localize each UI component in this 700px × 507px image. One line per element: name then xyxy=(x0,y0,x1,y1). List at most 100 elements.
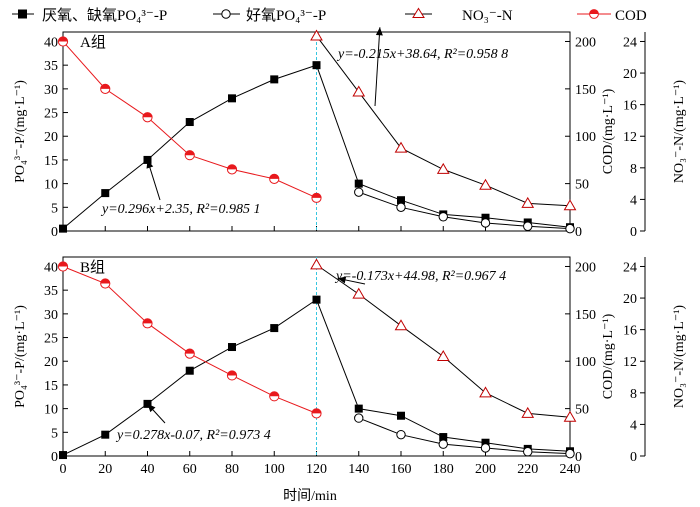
x-tick-label: 80 xyxy=(225,462,239,477)
no3-y-tick-label: 24 xyxy=(623,260,637,275)
data-point-cod xyxy=(57,261,69,272)
no3-y-tick-label: 12 xyxy=(623,355,637,370)
data-point-square xyxy=(270,324,279,333)
data-point-circle xyxy=(438,439,448,449)
legend-label-cod: COD xyxy=(615,8,647,24)
annotation-arrowhead xyxy=(147,403,156,413)
left-y-tick-label: 35 xyxy=(44,59,58,74)
data-point-circle xyxy=(523,447,533,457)
data-point-triangle xyxy=(436,162,450,174)
cod-y-tick-label: 150 xyxy=(575,83,596,98)
data-point-square xyxy=(481,213,490,222)
series-line xyxy=(316,264,571,418)
data-point-square xyxy=(397,196,405,205)
data-point-square xyxy=(228,343,236,352)
data-point-square xyxy=(228,94,236,103)
left-y-tick-label: 5 xyxy=(51,201,58,216)
x-tick-label: 60 xyxy=(183,462,197,477)
x-tick-label: 160 xyxy=(391,462,412,477)
data-point-triangle xyxy=(310,258,323,270)
data-point-triangle xyxy=(394,141,408,153)
data-point-cod xyxy=(184,150,195,161)
data-point-cod xyxy=(269,391,280,402)
cod-y-tick-label: 50 xyxy=(575,403,589,418)
x-axis-label: 时间/min xyxy=(283,488,337,504)
panel-label: B组 xyxy=(80,259,105,276)
left-y-tick-label: 35 xyxy=(44,284,58,299)
left-y-tick-label: 10 xyxy=(44,178,58,193)
x-tick-label: 140 xyxy=(348,462,369,477)
left-y-tick-label: 40 xyxy=(44,260,58,275)
data-point-square xyxy=(354,404,363,413)
x-tick-label: 20 xyxy=(98,462,112,477)
regression-annotation: y=0.296x+2.35, R²=0.985 1 xyxy=(100,202,261,217)
no3-y-tick-label: 12 xyxy=(623,130,637,145)
legend-marker-triangle-open xyxy=(412,7,425,18)
data-point-cod xyxy=(100,83,111,94)
left-y-tick-label: 20 xyxy=(44,355,58,370)
no3-y-tick-label: 16 xyxy=(623,324,637,339)
legend-marker-cod xyxy=(589,9,599,19)
data-point-circle xyxy=(480,443,491,453)
no3-y-tick-label: 0 xyxy=(630,450,637,465)
series-line xyxy=(62,266,317,414)
panel-b: 0 20 40 60 80 100 120 140 160 180 200 220 2400510152… xyxy=(13,256,687,477)
cod-y-tick-label: 200 xyxy=(575,35,596,50)
data-point-cod xyxy=(226,370,238,381)
data-point-circle xyxy=(480,218,491,228)
data-point-circle xyxy=(438,212,448,222)
no3-y-tick-label: 4 xyxy=(630,193,637,208)
data-point-triangle xyxy=(352,287,366,299)
data-point-circle xyxy=(523,221,533,231)
no3-y-tick-label: 16 xyxy=(623,99,637,114)
data-point-circle xyxy=(565,223,575,234)
data-point-triangle xyxy=(521,406,535,418)
panel-label: A组 xyxy=(80,34,106,51)
data-point-square xyxy=(397,411,405,420)
data-point-cod xyxy=(100,278,111,289)
left-y-tick-label: 20 xyxy=(44,130,58,145)
x-tick-label: 200 xyxy=(475,462,496,477)
plot-frame xyxy=(62,256,571,457)
cod-y-axis-title: COD/(mg·L⁻¹) xyxy=(601,88,616,174)
data-point-square xyxy=(270,75,279,84)
left-y-tick-label: 30 xyxy=(44,308,58,323)
legend-label-aerobic-p: 好氧PO₄³⁻-P xyxy=(246,7,326,24)
data-point-cod xyxy=(269,173,280,184)
left-y-tick-label: 0 xyxy=(51,225,58,240)
left-y-axis-title: PO₄³⁻-P/(mg·L⁻¹) xyxy=(13,80,28,183)
data-point-triangle xyxy=(479,386,492,398)
data-point-square xyxy=(185,366,194,375)
left-y-tick-label: 0 xyxy=(51,450,58,465)
regression-annotation: y=-0.215x+38.64, R²=0.958 8 xyxy=(336,47,508,62)
series-line xyxy=(358,191,571,230)
x-tick-label: 220 xyxy=(517,462,538,477)
no3-y-tick-label: 0 xyxy=(630,225,637,240)
no3-y-axis-title: NO₃⁻-N/(mg·L⁻¹) xyxy=(672,80,687,184)
x-tick-label: 0 xyxy=(60,462,67,477)
left-y-tick-label: 25 xyxy=(44,107,58,122)
data-point-square xyxy=(312,295,321,304)
left-y-tick-label: 5 xyxy=(51,426,58,441)
no3-y-tick-label: 8 xyxy=(630,387,637,402)
cod-y-tick-label: 100 xyxy=(575,355,596,370)
annotation-arrow xyxy=(374,27,381,107)
data-point-triangle xyxy=(436,350,450,361)
left-y-tick-label: 25 xyxy=(44,332,58,347)
data-point-square xyxy=(439,433,448,442)
data-point-square xyxy=(481,438,490,447)
legend-marker-circle-open xyxy=(221,9,231,19)
legend-label-no3: NO₃⁻-N xyxy=(462,8,513,24)
cod-y-tick-label: 0 xyxy=(575,225,582,240)
no3-y-axis-title: NO₃⁻-N/(mg·L⁻¹) xyxy=(672,305,687,409)
no3-y-tick-label: 4 xyxy=(630,418,637,433)
data-point-square xyxy=(101,189,110,198)
left-y-tick-label: 10 xyxy=(44,403,58,418)
left-y-tick-label: 15 xyxy=(44,154,58,169)
no3-y-tick-label: 8 xyxy=(630,162,637,177)
data-point-cod xyxy=(142,112,153,123)
x-tick-label: 180 xyxy=(433,462,454,477)
regression-annotation: y=-0.173x+44.98, R²=0.967 4 xyxy=(334,269,506,284)
data-point-triangle xyxy=(394,319,408,331)
